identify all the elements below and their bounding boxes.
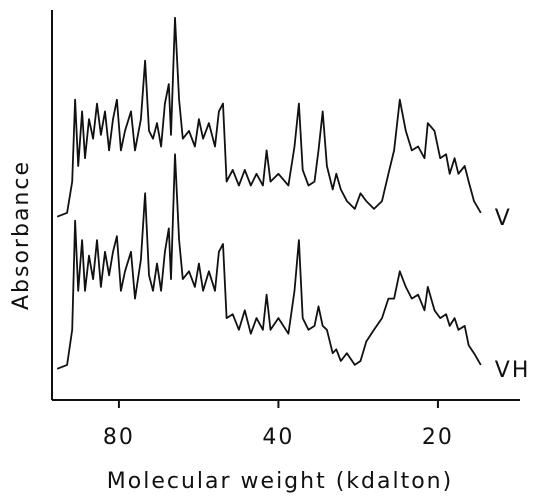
trace xyxy=(56,153,482,370)
series-label: V xyxy=(495,206,512,231)
x-axis-label: Molecular weight (kdalton) xyxy=(107,469,453,494)
x-tick-label: 40 xyxy=(262,425,294,450)
trace xyxy=(56,16,482,218)
y-axis-label: Absorbance xyxy=(9,160,34,310)
x-tick-label: 20 xyxy=(422,425,454,450)
series-label: VH xyxy=(495,358,531,383)
x-tick-label: 80 xyxy=(103,425,135,450)
